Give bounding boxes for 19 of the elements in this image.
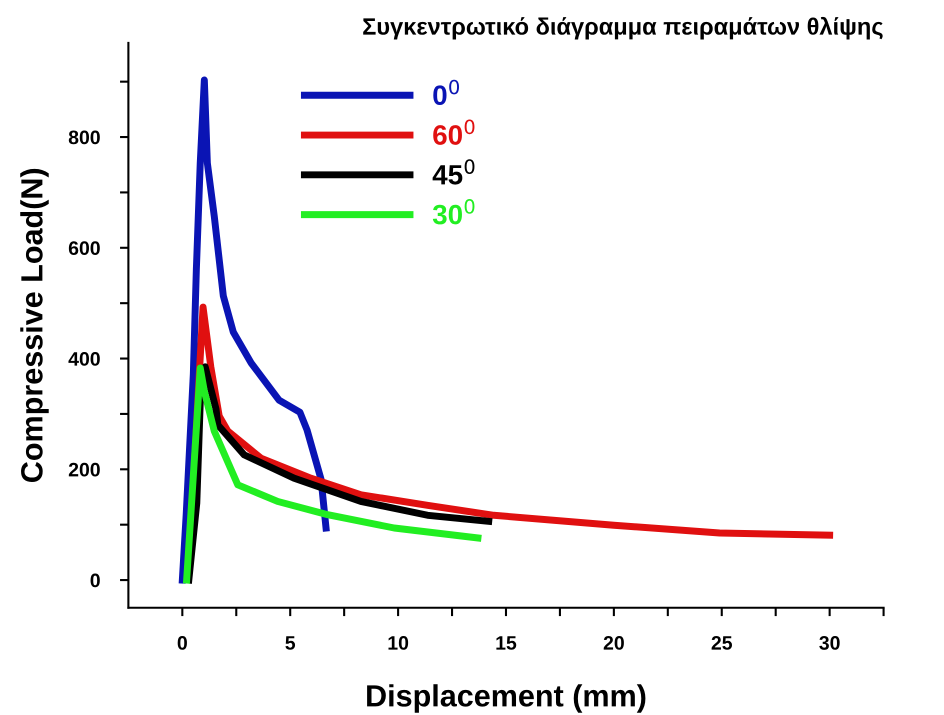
y-tick-label: 600 xyxy=(68,241,100,256)
x-tick-label: 0 xyxy=(178,636,187,650)
chart-title: Συγκεντρωτικό διάγραμμα πειραμάτων θλίψης xyxy=(363,16,883,40)
x-axis-title: Displacement (mm) xyxy=(367,684,646,713)
x-tick-label: 5 xyxy=(285,636,296,650)
legend-label: 30$^{0}$ xyxy=(432,199,474,224)
y-tick-label: 200 xyxy=(68,462,100,477)
x-tick-label: 30 xyxy=(819,636,840,650)
x-tick-label: 15 xyxy=(496,636,516,650)
legend-label: 60$^{0}$ xyxy=(433,119,474,145)
y-tick-label: 800 xyxy=(68,130,100,144)
legend-label: 0$^{0}$ xyxy=(433,80,459,106)
x-tick-label: 10 xyxy=(388,636,408,650)
legend-label: 45$^{0}$ xyxy=(432,159,474,185)
y-tick-label: 400 xyxy=(68,352,100,366)
y-tick-label: 0 xyxy=(90,574,100,588)
y-axis-title: Compressive Load(N) xyxy=(20,168,49,482)
x-tick-label: 25 xyxy=(712,636,732,650)
x-tick-label: 20 xyxy=(604,636,624,650)
